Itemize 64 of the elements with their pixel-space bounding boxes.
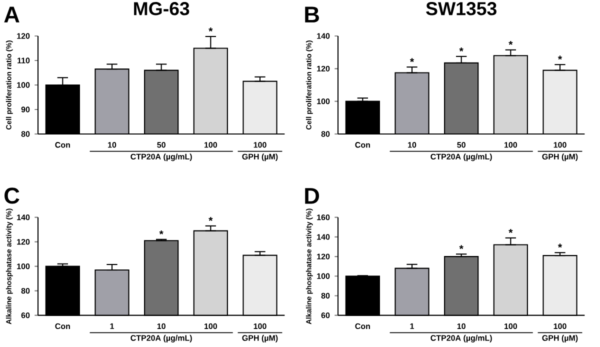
y-tick-label: 120 bbox=[317, 254, 330, 260]
x-tick-label: 100 bbox=[254, 323, 266, 330]
y-tick-label: 100 bbox=[17, 82, 30, 88]
x-tick-label: 50 bbox=[157, 142, 166, 148]
x-tick-label: 10 bbox=[457, 323, 466, 330]
x-tick-label: 100 bbox=[554, 142, 566, 148]
x-tick-label: 10 bbox=[408, 142, 416, 148]
x-tick-label: 100 bbox=[204, 323, 218, 330]
y-tick-label: 100 bbox=[317, 98, 330, 104]
x-tick-label: 10 bbox=[108, 142, 116, 148]
x-tick-label: 100 bbox=[504, 323, 518, 330]
text: B bbox=[305, 6, 319, 22]
y-tick-label: 80 bbox=[21, 288, 30, 294]
text: CTP20A (µg/mL) bbox=[430, 154, 492, 162]
data-label: * bbox=[558, 244, 562, 248]
x-tick-label: 50 bbox=[457, 142, 466, 148]
text: GPH (µM) bbox=[542, 334, 578, 342]
text: GPH (µM) bbox=[242, 154, 278, 162]
data-label: * bbox=[208, 28, 213, 32]
x-tick-label: 100 bbox=[554, 323, 566, 330]
chart-title: SW1353 bbox=[426, 2, 496, 16]
x-tick-label: Con bbox=[55, 142, 70, 148]
y-tick-label: 160 bbox=[317, 214, 330, 220]
text: GPH (µM) bbox=[242, 334, 278, 342]
y-tick-label: 140 bbox=[317, 33, 330, 39]
y-tick-label: 120 bbox=[317, 66, 330, 72]
y-tick-label: 90 bbox=[21, 106, 30, 112]
y-tick-label: 120 bbox=[17, 33, 30, 39]
data-label: * bbox=[508, 228, 513, 233]
data-label: * bbox=[159, 230, 164, 234]
x-tick-label: Con bbox=[55, 323, 70, 330]
x-tick-label: 1 bbox=[110, 323, 114, 329]
data-label: * bbox=[459, 47, 464, 52]
y-tick-label: 120 bbox=[17, 239, 30, 245]
y-tick-label: 140 bbox=[317, 234, 330, 240]
y-tick-label: 60 bbox=[321, 312, 330, 318]
x-tick-label: 100 bbox=[204, 142, 218, 148]
y-tick-label: 80 bbox=[321, 131, 330, 137]
data-label: * bbox=[208, 216, 213, 221]
x-tick-label: 100 bbox=[504, 142, 518, 148]
text: CTP20A (µg/mL) bbox=[130, 154, 192, 162]
x-tick-label: Con bbox=[355, 142, 370, 148]
data-label: * bbox=[558, 56, 562, 60]
x-tick-label: Con bbox=[355, 323, 370, 330]
y-tick-label: 80 bbox=[21, 131, 30, 137]
x-tick-label: 100 bbox=[254, 142, 266, 148]
text: A bbox=[4, 6, 20, 22]
text: C bbox=[4, 188, 20, 204]
text: GPH (µM) bbox=[542, 154, 578, 162]
data-label: * bbox=[410, 58, 414, 62]
y-tick-label: 140 bbox=[17, 214, 30, 220]
chart-title: MG-63 bbox=[134, 2, 190, 16]
y-tick-label: 60 bbox=[21, 312, 30, 318]
data-label: * bbox=[459, 245, 464, 250]
y-tick-label: 100 bbox=[317, 273, 330, 279]
data-label: * bbox=[508, 40, 513, 45]
x-tick-label: 10 bbox=[157, 323, 166, 330]
x-tick-label: 1 bbox=[410, 323, 414, 329]
text: D bbox=[305, 188, 320, 204]
text: CTP20A (µg/mL) bbox=[430, 334, 492, 342]
text: CTP20A (µg/mL) bbox=[130, 334, 192, 342]
y-tick-label: 100 bbox=[17, 264, 30, 270]
y-tick-label: 80 bbox=[321, 292, 330, 299]
y-tick-label: 110 bbox=[18, 58, 30, 64]
